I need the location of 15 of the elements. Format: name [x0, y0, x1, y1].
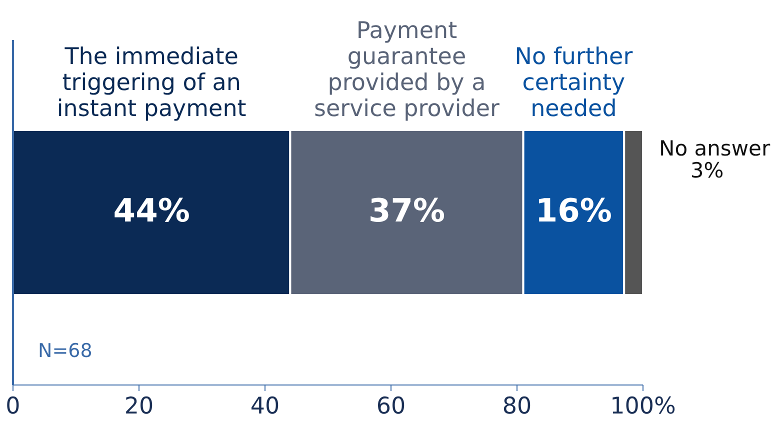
x-tick-label: 100%	[610, 393, 676, 420]
series-label: Payment guarantee provided by a service provider	[314, 18, 500, 122]
x-tick-label: 40	[250, 393, 280, 420]
data-label: 37%	[368, 191, 446, 230]
data-label: 3%	[690, 158, 724, 183]
annotation: N=68	[38, 340, 92, 362]
x-tick-label: 80	[502, 393, 532, 420]
x-tick-label: 60	[376, 393, 406, 420]
series-label: The immediate triggering of an instant payment	[56, 44, 246, 122]
data-label: 44%	[113, 191, 190, 230]
series-label: No answer	[659, 136, 770, 161]
x-tick-label: 20	[124, 393, 154, 420]
series-label: No further certainty needed	[514, 44, 634, 122]
data-label: 16%	[535, 191, 612, 230]
x-tick-label: 0	[6, 393, 20, 420]
